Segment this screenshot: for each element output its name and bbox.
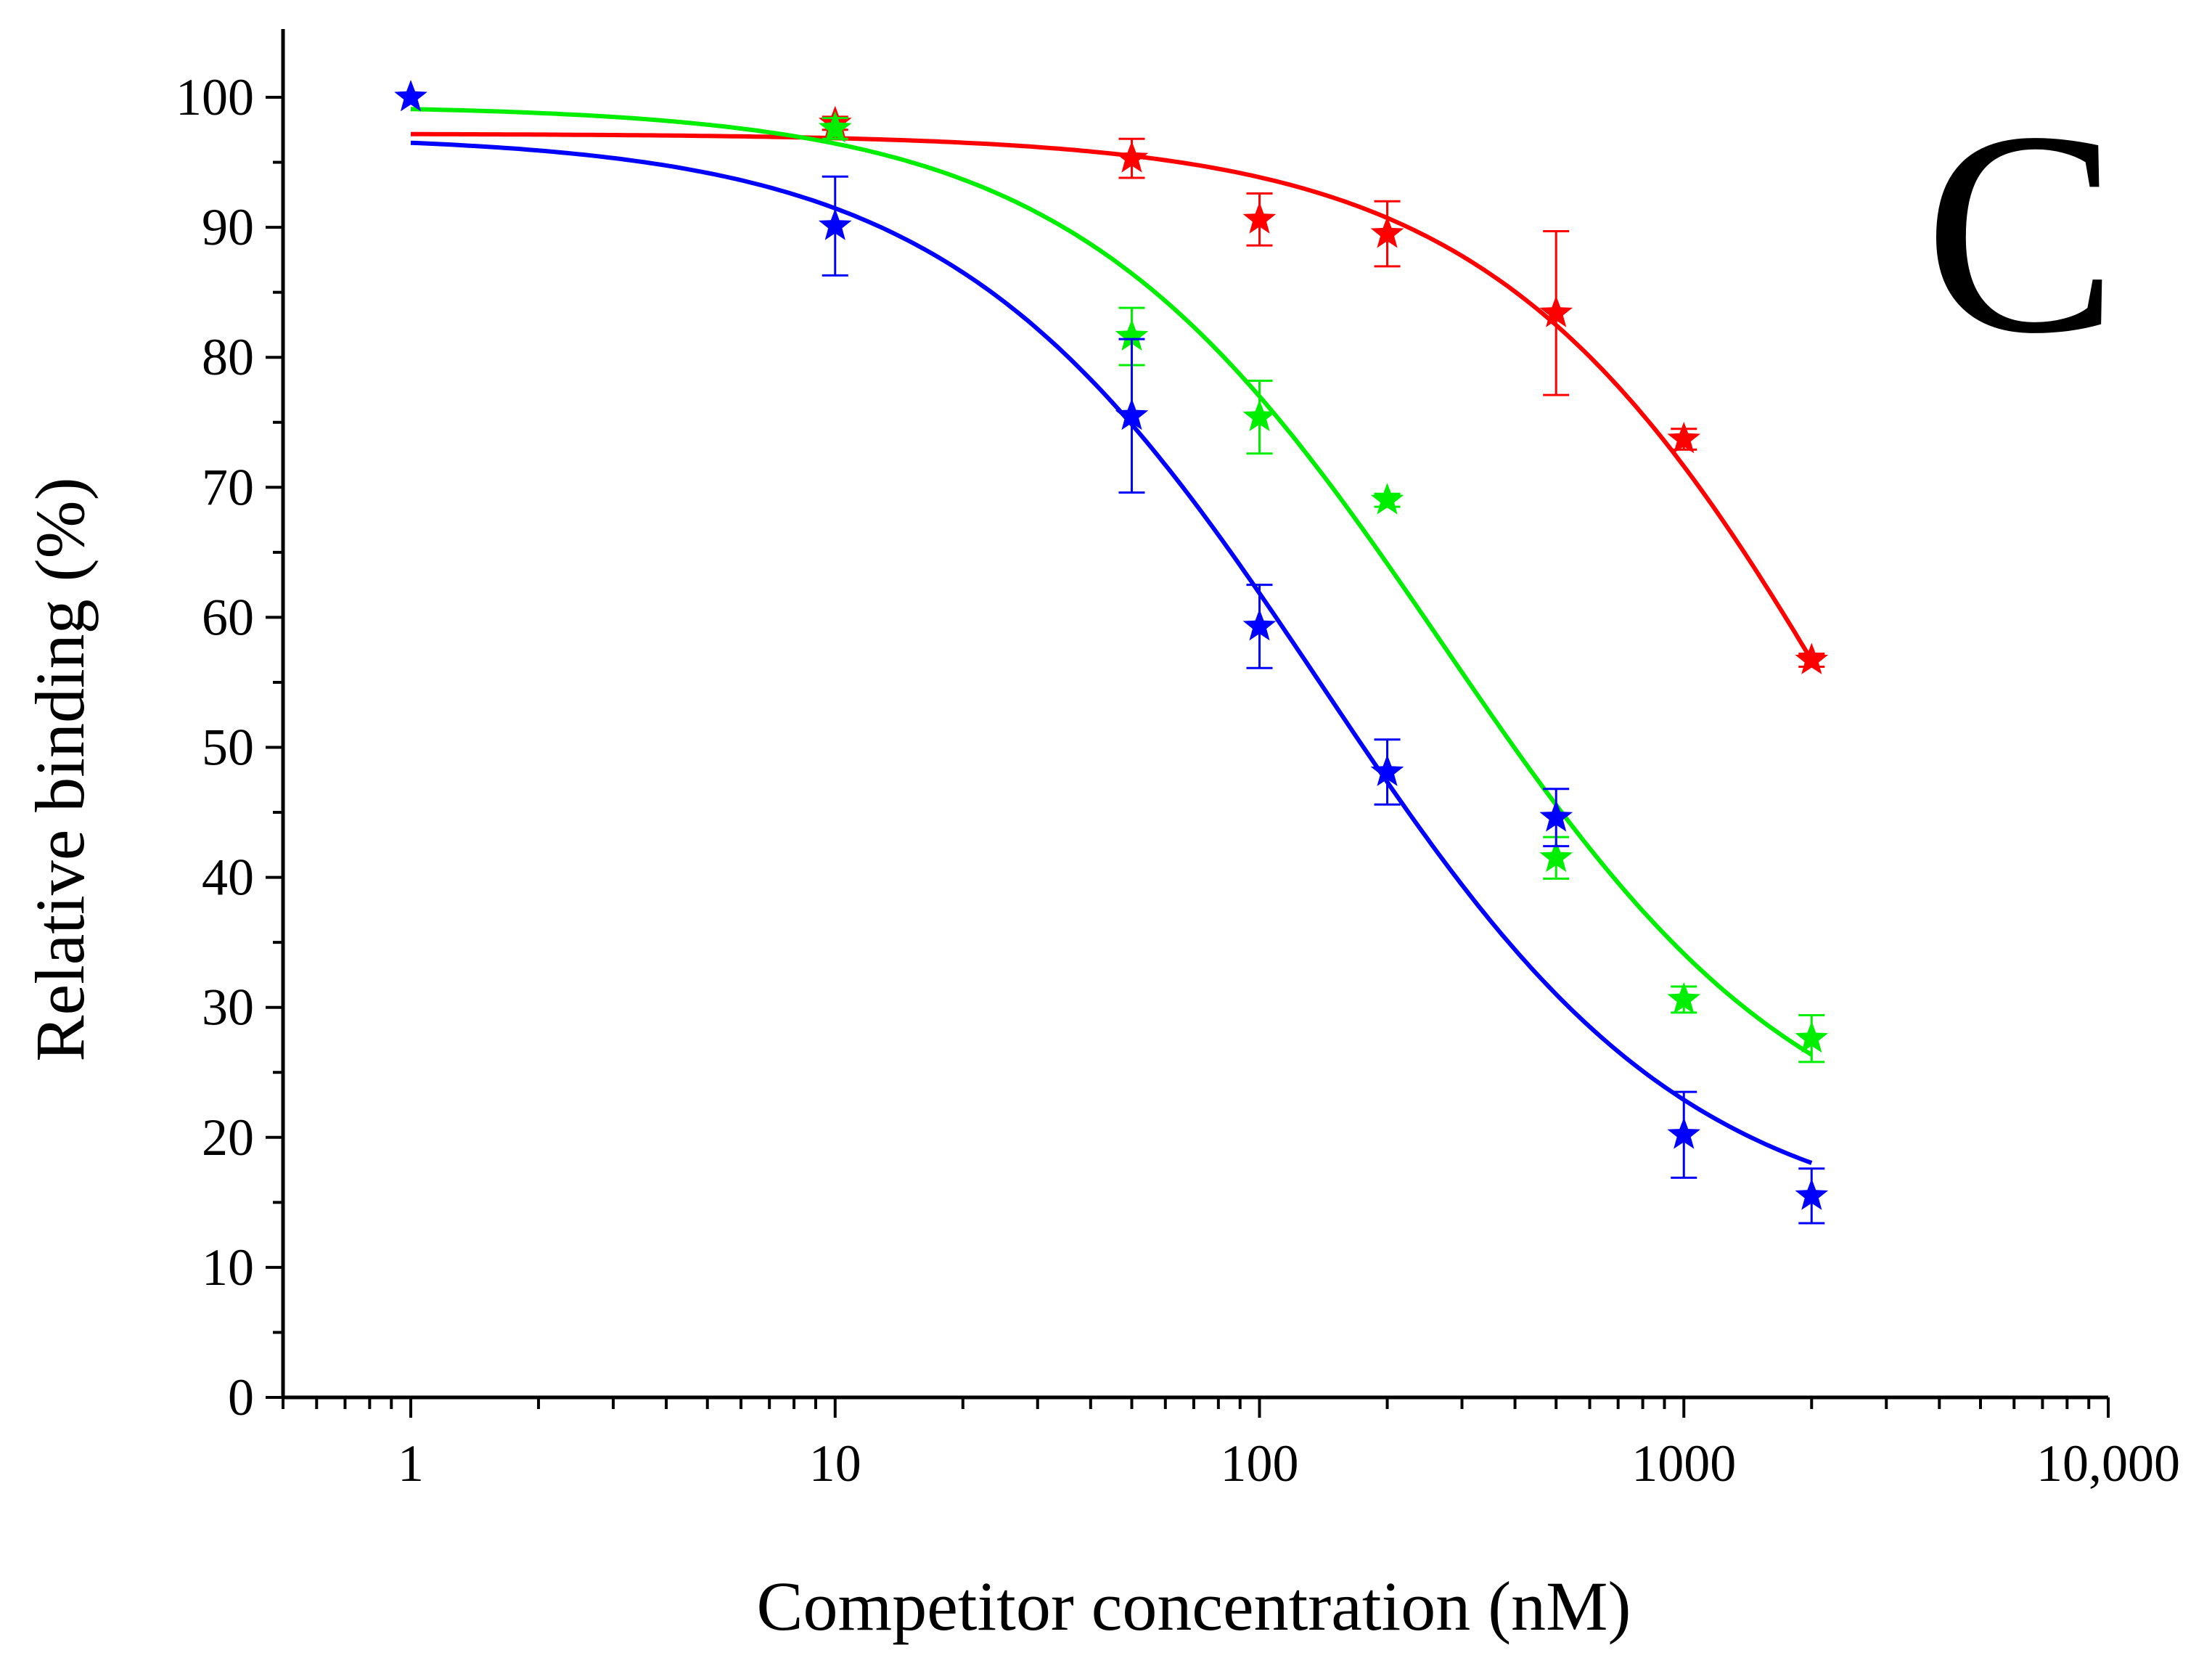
data-point-red bbox=[1667, 422, 1701, 454]
data-point-blue bbox=[1242, 608, 1277, 641]
data-point-blue bbox=[1370, 754, 1404, 786]
data-points bbox=[394, 80, 1829, 1225]
data-point-blue bbox=[1795, 1178, 1829, 1210]
data-point-blue bbox=[1115, 398, 1149, 430]
data-point-red bbox=[1115, 141, 1149, 173]
fit-curve-blue bbox=[410, 140, 1813, 1165]
data-point-blue bbox=[1667, 1117, 1701, 1149]
data-point-red bbox=[1370, 216, 1404, 248]
x-tick-label: 1 bbox=[398, 1434, 424, 1493]
x-tick-label: 10 bbox=[809, 1434, 861, 1493]
data-point-green bbox=[1370, 483, 1404, 515]
data-point-red bbox=[1539, 295, 1573, 327]
y-axis-title: Relative binding (%) bbox=[21, 477, 99, 1061]
data-point-blue bbox=[818, 208, 852, 240]
data-point-green bbox=[1795, 1021, 1829, 1053]
data-point-green bbox=[1115, 319, 1149, 351]
y-tick-label: 10 bbox=[202, 1238, 254, 1297]
y-tick-label: 60 bbox=[202, 588, 254, 646]
x-tick-label: 10,000 bbox=[2036, 1434, 2180, 1493]
data-point-green bbox=[1539, 840, 1573, 873]
data-point-red bbox=[1795, 642, 1829, 674]
fit-curve-green bbox=[410, 107, 1813, 1057]
y-tick-label: 20 bbox=[202, 1108, 254, 1167]
data-point-blue bbox=[1539, 800, 1573, 832]
y-tick-label: 100 bbox=[176, 68, 254, 126]
data-point-green bbox=[818, 111, 852, 143]
x-axis-title: Competitor concentration (nM) bbox=[756, 1567, 1631, 1645]
data-point-green bbox=[1667, 982, 1701, 1014]
x-tick-label: 100 bbox=[1221, 1434, 1299, 1493]
y-tick-label: 0 bbox=[228, 1368, 254, 1426]
fit-curve-red bbox=[411, 131, 1814, 662]
y-tick-label: 90 bbox=[202, 198, 254, 256]
data-point-red bbox=[1242, 202, 1277, 234]
y-tick-label: 40 bbox=[202, 849, 254, 907]
x-tick-label: 1000 bbox=[1631, 1434, 1736, 1493]
y-tick-label: 80 bbox=[202, 328, 254, 386]
data-point-green bbox=[1242, 399, 1277, 431]
fit-curves bbox=[410, 107, 1814, 1165]
y-tick-label: 30 bbox=[202, 979, 254, 1037]
y-tick-label: 50 bbox=[202, 719, 254, 777]
data-point-blue bbox=[394, 80, 427, 112]
y-tick-label: 70 bbox=[202, 458, 254, 516]
panel-label: C bbox=[1925, 72, 2118, 393]
